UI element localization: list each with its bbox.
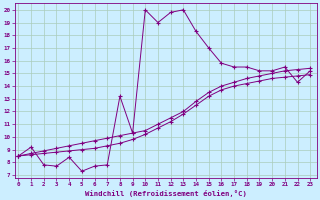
X-axis label: Windchill (Refroidissement éolien,°C): Windchill (Refroidissement éolien,°C) (85, 190, 246, 197)
